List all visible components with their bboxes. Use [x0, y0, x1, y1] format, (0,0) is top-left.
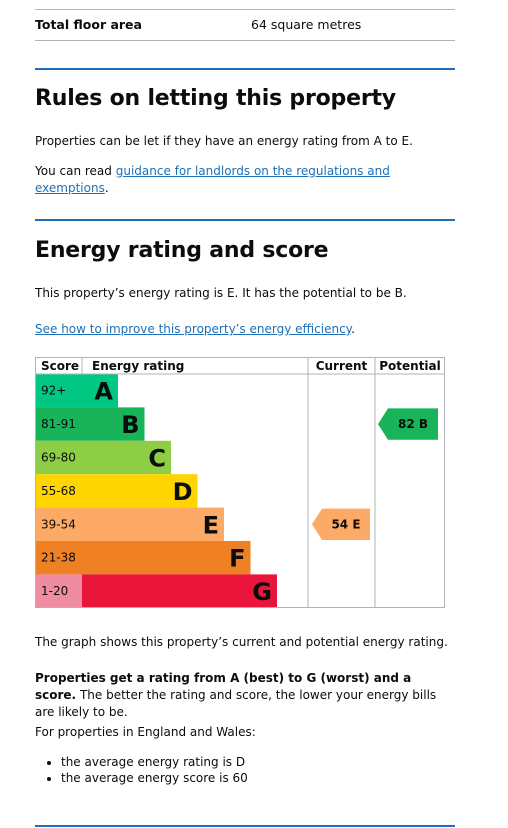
rating-bar-f — [82, 541, 251, 575]
chart-border — [35, 357, 445, 608]
energy-rating-chart-svg: Score Energy rating Current Potential 92+ A 81… — [35, 357, 445, 608]
guidance-suffix: . — [104, 181, 109, 195]
score-cell — [35, 440, 82, 475]
potential-rating-label: 82 B — [398, 417, 428, 431]
rating-bar-e — [82, 507, 224, 541]
summary-value: 64 square metres — [251, 17, 362, 32]
average-list: the average energy rating is D the avera… — [35, 754, 248, 786]
guidance-link[interactable]: guidance for landlords on the regulation… — [35, 164, 390, 195]
letting-guidance-paragraph: You can read guidance for landlords on t… — [35, 163, 455, 197]
improve-paragraph: See how to improve this property’s energ… — [35, 321, 455, 338]
rating-explanation: Properties get a rating from A (best) to… — [35, 670, 455, 721]
rating-letter: D — [173, 478, 193, 506]
header-current: Current — [316, 359, 368, 373]
summary-bottom-divider — [35, 40, 455, 41]
rating-letter: B — [121, 411, 139, 439]
section-divider — [35, 219, 455, 221]
summary-key: Total floor area — [35, 17, 142, 32]
letting-paragraph: Properties can be let if they have an en… — [35, 134, 413, 148]
list-item: the average energy score is 60 — [61, 770, 248, 786]
rating-bar-g — [82, 574, 277, 608]
score-cell — [35, 541, 82, 575]
score-cell — [35, 407, 82, 441]
guidance-prefix: You can read — [35, 164, 116, 178]
score-range-label: 21-38 — [41, 551, 76, 565]
rating-letter: F — [229, 545, 245, 573]
score-range-label: 81-91 — [41, 417, 76, 431]
energy-heading: Energy rating and score — [35, 238, 329, 263]
current-rating-arrow — [312, 508, 370, 540]
rating-explanation-bold: Properties get a rating from A (best) to… — [35, 671, 412, 702]
score-cell — [35, 474, 82, 508]
header-potential: Potential — [379, 359, 441, 373]
score-range-label: 39-54 — [41, 517, 76, 531]
rating-bar-b — [82, 407, 145, 441]
header-score: Score — [41, 359, 79, 373]
energy-rating-chart: Score Energy rating Current Potential 92+ A 81… — [35, 357, 445, 608]
rating-explanation-rest: The better the rating and score, the low… — [35, 688, 437, 719]
rating-letter: A — [94, 378, 113, 406]
rating-letter: G — [252, 578, 272, 606]
energy-rating-paragraph: This property’s energy rating is E. It h… — [35, 286, 407, 300]
score-cell — [35, 507, 82, 541]
score-range-label: 69-80 — [41, 451, 76, 465]
potential-rating-arrow — [378, 408, 438, 440]
graph-caption: The graph shows this property’s current … — [35, 635, 448, 649]
letting-heading: Rules on letting this property — [35, 86, 396, 111]
score-cell — [35, 374, 82, 408]
rating-bar-c — [82, 440, 171, 475]
section-divider — [35, 825, 455, 827]
england-wales-intro: For properties in England and Wales: — [35, 725, 256, 739]
improve-efficiency-link[interactable]: See how to improve this property’s energ… — [35, 322, 352, 336]
improve-suffix: . — [351, 322, 355, 336]
current-rating-label: 54 E — [331, 517, 360, 531]
section-divider — [35, 68, 455, 70]
rating-letter: E — [203, 511, 219, 539]
score-range-label: 92+ — [41, 384, 66, 398]
score-range-label: 55-68 — [41, 484, 76, 498]
rating-bar-d — [82, 474, 198, 508]
summary-top-divider — [35, 9, 455, 10]
rating-letter: C — [148, 445, 166, 473]
rating-bar-a — [82, 374, 118, 408]
score-range-label: 1-20 — [41, 584, 68, 598]
list-item: the average energy rating is D — [61, 754, 248, 770]
score-cell — [35, 574, 82, 608]
header-energy-rating: Energy rating — [92, 359, 184, 373]
